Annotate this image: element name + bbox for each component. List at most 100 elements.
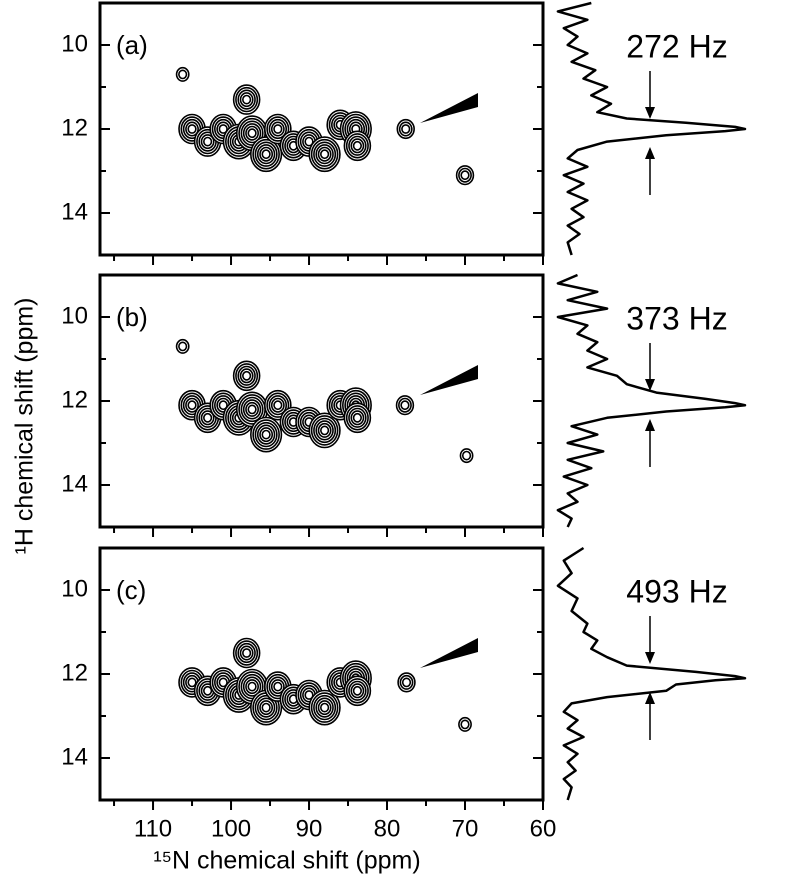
- contour-ring: [273, 400, 283, 411]
- contour-ring: [254, 421, 278, 448]
- plot-frame: [98, 273, 545, 529]
- contour-ring: [235, 363, 259, 389]
- y-tick-label: 12: [61, 659, 88, 686]
- contour-ring: [320, 702, 330, 713]
- contour-ring: [218, 677, 228, 688]
- contour-ring: [203, 412, 213, 423]
- contour-ring: [242, 399, 262, 420]
- wedge: [420, 638, 478, 668]
- contour-ring: [317, 146, 332, 162]
- contour-ring: [247, 404, 257, 415]
- contour-ring: [239, 92, 254, 108]
- contour-ring: [401, 677, 412, 688]
- arrow-head: [645, 419, 655, 431]
- contour-ring: [261, 149, 271, 160]
- contour-ring: [239, 368, 254, 384]
- contour-ring: [345, 405, 369, 431]
- contour-ring: [317, 700, 332, 716]
- contour-ring: [185, 121, 199, 137]
- contour-ring: [348, 135, 367, 156]
- plot-frame: [98, 1, 545, 257]
- contour-ring: [256, 697, 276, 718]
- contour-ring: [245, 125, 259, 141]
- wedge: [420, 365, 478, 395]
- contour-ring: [203, 136, 213, 147]
- contour-ring: [237, 365, 256, 386]
- wedge: [420, 93, 478, 123]
- contour-ring: [273, 681, 283, 692]
- contour-ring: [247, 128, 257, 139]
- contour-ring: [350, 683, 365, 699]
- panel-label: (a): [116, 30, 148, 60]
- contour-ring: [313, 417, 337, 444]
- y-tick-label: 12: [61, 386, 88, 413]
- contour-ring: [242, 123, 262, 144]
- contour-ring: [261, 702, 271, 713]
- contour-ring: [254, 141, 278, 167]
- linewidth-label: 493 Hz: [626, 573, 727, 609]
- contour-ring: [320, 149, 330, 160]
- arrow-head: [645, 147, 655, 159]
- x-tick-label: 80: [374, 815, 401, 842]
- contour-ring: [200, 410, 215, 426]
- contour-ring: [245, 679, 259, 695]
- contour-ring: [310, 138, 339, 170]
- contour-ring: [461, 450, 472, 461]
- contour-ring: [399, 674, 414, 690]
- contour-ring: [460, 170, 470, 181]
- contour-ring: [266, 116, 290, 142]
- contour-ring: [270, 397, 285, 413]
- y-tick-label: 10: [61, 30, 88, 57]
- contour-ring: [261, 429, 271, 440]
- contour-ring: [242, 370, 252, 381]
- contour-ring: [313, 141, 337, 167]
- contour-ring: [348, 407, 367, 428]
- contour-ring: [315, 144, 334, 165]
- contour-ring: [187, 400, 197, 411]
- contour-ring: [343, 402, 372, 434]
- contour-ring: [460, 719, 470, 730]
- x-tick-label: 90: [296, 815, 323, 842]
- x-tick-label: 110: [134, 815, 172, 842]
- contour-ring: [187, 677, 197, 688]
- contour-ring: [268, 395, 288, 416]
- y-tick-label: 10: [61, 302, 88, 329]
- contour-ring: [345, 133, 369, 159]
- y-tick-label: 12: [61, 114, 88, 141]
- contour-ring: [310, 692, 339, 723]
- contour-ring: [350, 410, 365, 426]
- contour-ring: [240, 396, 264, 423]
- contour-ring: [398, 121, 413, 137]
- contour-ring: [232, 360, 261, 392]
- contour-ring: [240, 673, 264, 700]
- panel-label: (b): [116, 302, 148, 332]
- contour-ring: [203, 685, 213, 696]
- contour-ring: [400, 400, 410, 411]
- contour-ring: [239, 645, 254, 661]
- contour-ring: [252, 138, 280, 170]
- contour-ring: [343, 130, 372, 162]
- contour-ring: [259, 427, 274, 443]
- contour-ring: [178, 341, 188, 352]
- contour-ring: [237, 89, 256, 110]
- y-tick-label: 10: [61, 575, 88, 602]
- contour-ring: [352, 140, 362, 151]
- contour-ring: [401, 124, 411, 134]
- contour-ring: [218, 400, 228, 411]
- contour-ring: [237, 642, 256, 664]
- contour-ring: [232, 637, 261, 669]
- contour-ring: [178, 69, 188, 80]
- contour-ring: [273, 124, 283, 134]
- contour-ring: [270, 679, 285, 695]
- y-tick-label: 14: [61, 470, 88, 497]
- contour-ring: [247, 681, 257, 692]
- contour-ring: [320, 425, 330, 436]
- trace-line: [556, 1, 747, 256]
- contour-ring: [235, 640, 259, 666]
- contour-ring: [242, 94, 252, 105]
- linewidth-label: 373 Hz: [626, 300, 727, 336]
- contour-ring: [252, 419, 280, 450]
- contour-ring: [304, 136, 314, 147]
- contour-ring: [218, 124, 228, 134]
